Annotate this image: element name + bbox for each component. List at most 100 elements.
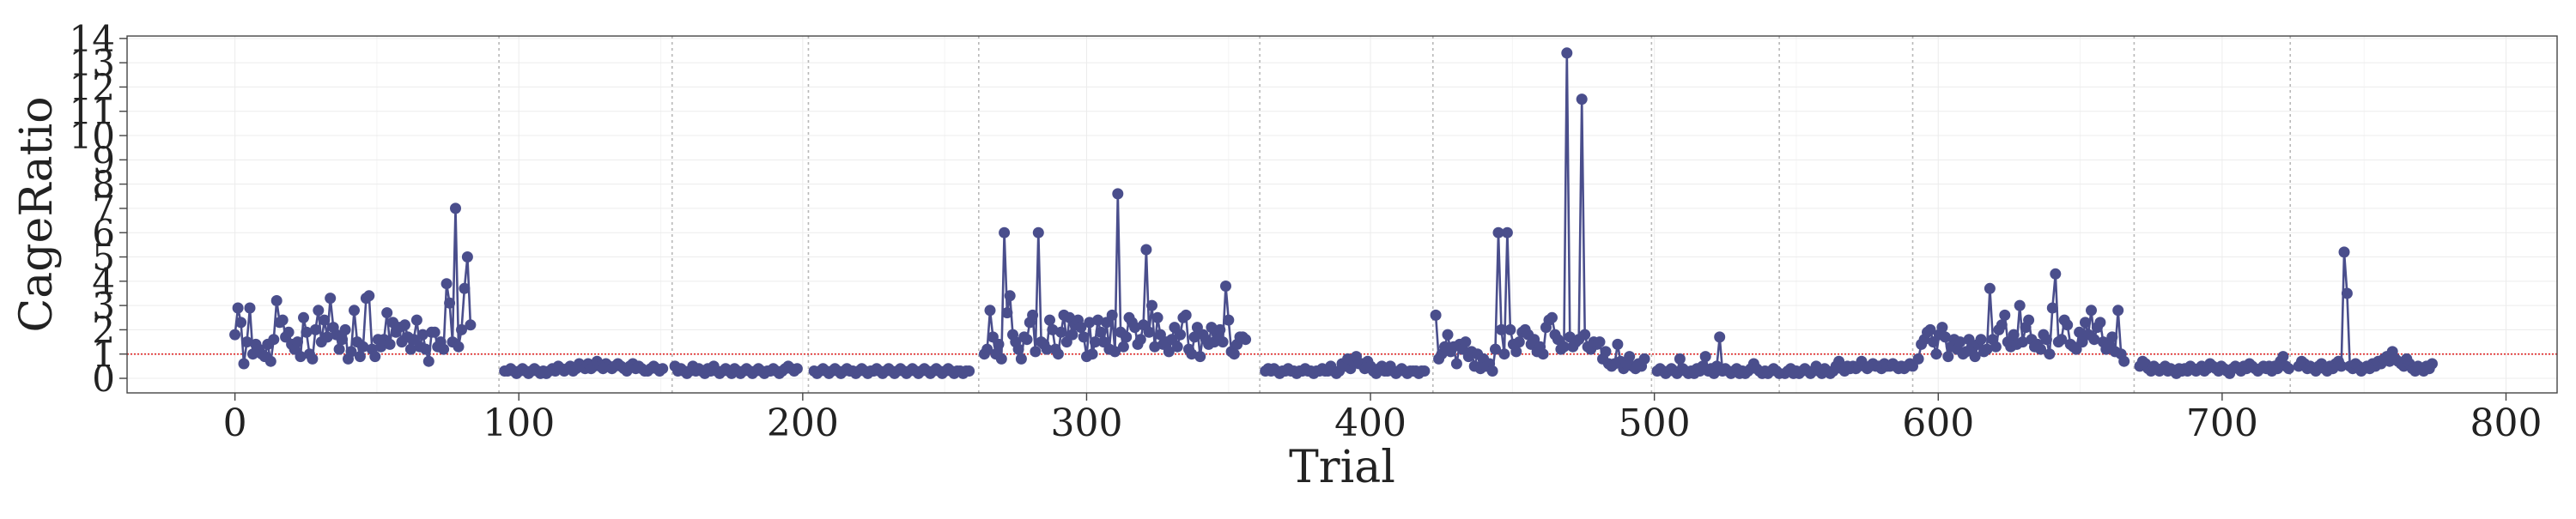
data-point — [1558, 341, 1570, 353]
data-point — [1579, 329, 1591, 341]
data-point — [1109, 346, 1121, 358]
x-tick-label: 400 — [1334, 401, 1406, 445]
data-point — [420, 343, 432, 355]
y-tick-label: 7 — [92, 188, 115, 230]
data-point — [1996, 319, 2008, 331]
data-point — [2338, 246, 2350, 258]
data-point — [1504, 323, 1516, 335]
data-point — [2014, 299, 2026, 311]
data-point — [1041, 343, 1053, 355]
y-tick-label: 11 — [70, 91, 115, 133]
data-point — [1015, 353, 1027, 365]
y-tick-label: 8 — [92, 164, 115, 206]
data-point — [438, 343, 450, 355]
data-point — [1086, 348, 1098, 360]
data-point — [1638, 353, 1650, 365]
x-tick-label: 500 — [1619, 401, 1691, 445]
data-point — [337, 334, 349, 346]
x-tick-label: 200 — [767, 401, 839, 445]
data-point — [339, 323, 351, 335]
data-point — [1001, 307, 1013, 319]
data-point — [1140, 244, 1152, 256]
plot-frame — [126, 35, 2558, 394]
data-point — [1151, 311, 1163, 323]
data-point — [1498, 348, 1510, 360]
data-point — [1078, 331, 1090, 343]
data-point — [444, 297, 456, 309]
y-tick-label: 4 — [92, 261, 115, 303]
data-point — [657, 363, 669, 375]
data-point — [1217, 336, 1229, 348]
data-point — [1600, 346, 1612, 358]
data-point — [1561, 47, 1573, 59]
data-point — [465, 319, 477, 331]
y-tick-label: 14 — [70, 18, 115, 60]
data-point — [1486, 365, 1498, 377]
data-point — [1969, 351, 1981, 363]
y-tick-label: 5 — [92, 237, 115, 279]
data-point — [2118, 355, 2130, 367]
x-tick-label: 100 — [483, 401, 555, 445]
y-tick-label: 0 — [92, 358, 115, 400]
data-point — [2080, 317, 2091, 329]
y-tick-label: 12 — [70, 66, 115, 108]
data-point — [1112, 188, 1124, 200]
data-point — [295, 351, 307, 363]
data-point — [1612, 338, 1624, 350]
data-point — [313, 305, 325, 317]
plot-background — [127, 36, 2557, 393]
x-tick-label: 0 — [223, 401, 247, 445]
data-point — [1954, 336, 1966, 348]
data-point — [1999, 309, 2011, 321]
data-point — [1186, 348, 1198, 360]
data-point — [963, 365, 975, 377]
y-tick-label: 1 — [92, 334, 115, 376]
data-point — [1975, 334, 1987, 346]
data-point — [1220, 281, 1231, 292]
data-point — [461, 251, 473, 263]
data-point — [791, 363, 803, 375]
data-point — [399, 319, 410, 331]
data-point — [404, 343, 416, 355]
data-point — [292, 336, 303, 348]
data-point — [232, 302, 244, 314]
data-point — [2008, 329, 2020, 341]
data-point — [410, 314, 422, 326]
data-point — [1055, 326, 1067, 338]
data-point — [268, 334, 280, 346]
x-tick-label: 800 — [2470, 401, 2542, 445]
x-tick-label: 700 — [2186, 401, 2258, 445]
data-point — [450, 202, 461, 214]
data-point — [321, 331, 333, 343]
data-point — [1674, 353, 1686, 365]
data-point — [422, 355, 434, 367]
data-point — [319, 314, 331, 326]
data-point — [1699, 351, 1711, 363]
y-tick-label: 10 — [70, 115, 115, 157]
data-point — [333, 343, 345, 355]
data-point — [363, 290, 375, 302]
data-point — [2046, 302, 2058, 314]
data-point — [1576, 94, 1588, 106]
data-point — [384, 338, 396, 350]
data-point — [984, 305, 996, 317]
data-point — [298, 311, 309, 323]
data-point — [1175, 329, 1187, 341]
data-point — [241, 336, 252, 348]
data-point — [1106, 309, 1118, 321]
data-point — [357, 341, 369, 353]
y-tick-label: 6 — [92, 212, 115, 254]
data-point — [1228, 348, 1240, 360]
x-axis-label: Trial — [1289, 442, 1395, 493]
data-point — [981, 343, 993, 355]
x-axis-ticks: 0 100 200 300 400 500 600 700 800 — [223, 393, 2542, 445]
data-point — [416, 329, 428, 341]
data-point — [229, 329, 241, 341]
grid-lines — [127, 36, 2557, 393]
data-point — [1990, 341, 2002, 353]
data-point — [1939, 331, 1951, 343]
data-point — [1924, 323, 1936, 335]
data-point — [2044, 348, 2056, 360]
data-point — [2106, 331, 2118, 343]
